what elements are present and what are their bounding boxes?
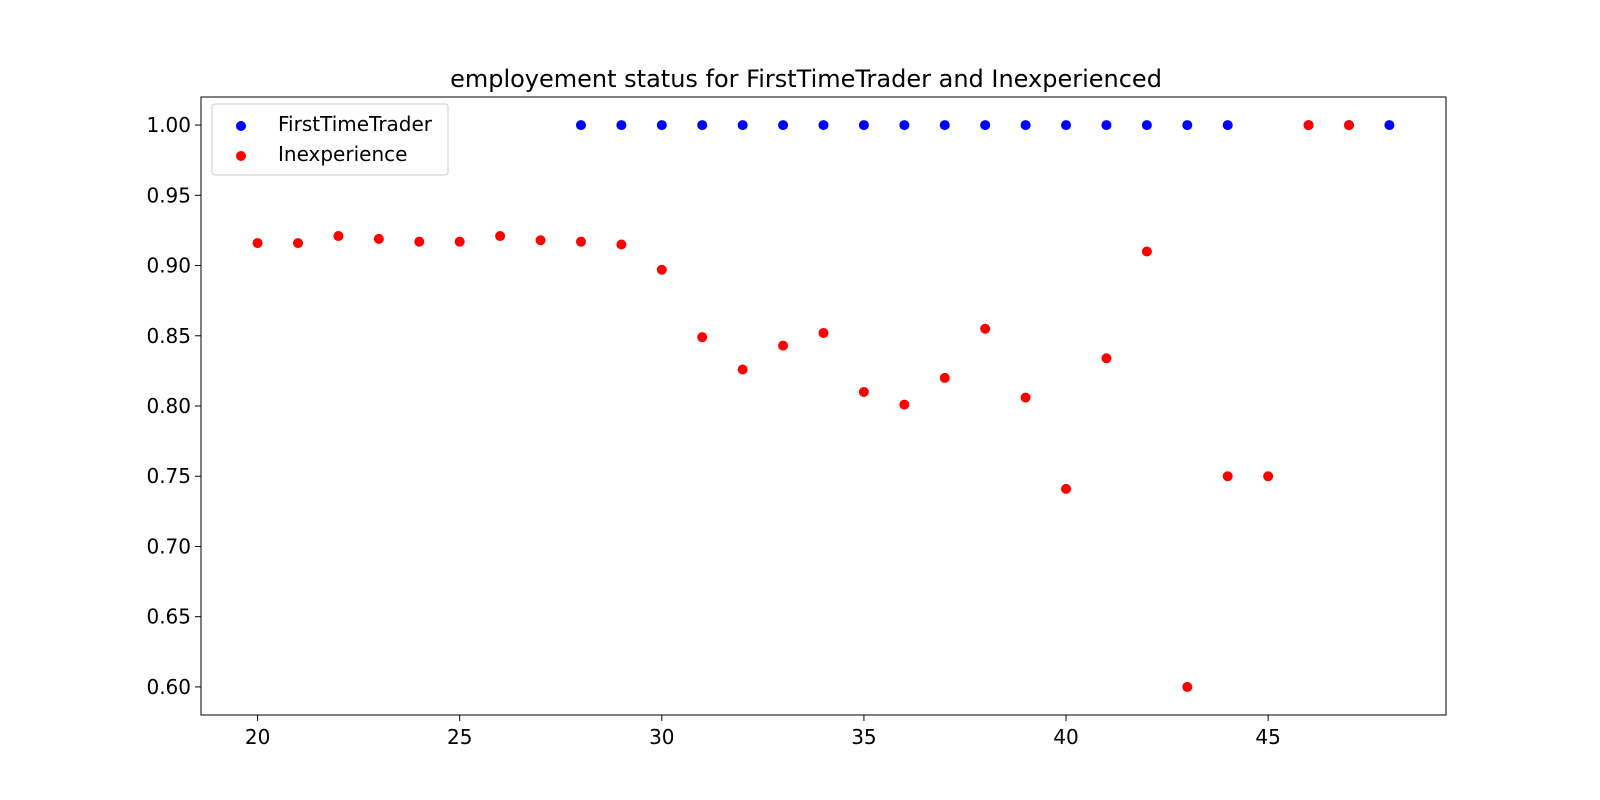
point-firsttimetrader	[939, 120, 950, 131]
y-tick-label: 0.60	[146, 675, 191, 699]
x-tick-label: 30	[649, 725, 674, 749]
data-points	[252, 120, 1395, 692]
legend-label-inexperience: Inexperience	[278, 142, 407, 166]
point-firsttimetrader	[616, 120, 627, 131]
point-firsttimetrader	[778, 120, 789, 131]
y-tick-label: 0.65	[146, 605, 191, 629]
chart-title: employement status for FirstTimeTrader a…	[450, 65, 1162, 93]
point-inexperience	[495, 231, 506, 242]
point-inexperience	[737, 364, 748, 375]
point-inexperience	[778, 340, 789, 351]
point-inexperience	[1303, 120, 1314, 131]
point-inexperience	[1101, 353, 1112, 364]
point-inexperience	[980, 323, 991, 334]
y-tick-label: 0.90	[146, 254, 191, 278]
point-inexperience	[697, 332, 708, 343]
x-axis: 20 25 30 35 40 45	[245, 715, 1281, 749]
legend-marker-firsttimetrader	[236, 121, 246, 131]
point-inexperience	[1222, 471, 1233, 482]
point-inexperience	[899, 399, 910, 410]
point-firsttimetrader	[899, 120, 910, 131]
point-firsttimetrader	[1182, 120, 1193, 131]
point-inexperience	[575, 236, 586, 247]
x-tick-label: 35	[851, 725, 876, 749]
point-inexperience	[454, 236, 465, 247]
point-inexperience	[1263, 471, 1274, 482]
point-inexperience	[939, 372, 950, 383]
x-tick-label: 25	[447, 725, 472, 749]
point-firsttimetrader	[1061, 120, 1072, 131]
point-inexperience	[616, 239, 627, 250]
y-tick-label: 0.75	[146, 464, 191, 488]
point-inexperience	[414, 236, 425, 247]
x-tick-label: 20	[245, 725, 270, 749]
legend-box	[211, 103, 449, 176]
y-tick-label: 0.95	[146, 183, 191, 207]
point-inexperience	[1061, 483, 1072, 494]
point-inexperience	[1020, 392, 1031, 403]
point-inexperience	[1182, 681, 1193, 692]
y-tick-label: 0.70	[146, 534, 191, 558]
point-firsttimetrader	[1020, 120, 1031, 131]
y-tick-label: 0.85	[146, 324, 191, 348]
y-axis: 0.60 0.65 0.70 0.75 0.80 0.85 0.90 0.95 1.00	[146, 113, 201, 699]
point-firsttimetrader	[1141, 120, 1152, 131]
plot-area	[200, 96, 1447, 716]
point-firsttimetrader	[980, 120, 991, 131]
point-firsttimetrader	[818, 120, 829, 131]
legend: FirstTimeTrader Inexperience	[211, 103, 449, 176]
point-firsttimetrader	[1384, 120, 1395, 131]
x-tick-label: 40	[1053, 725, 1078, 749]
series-inexperience	[252, 120, 1354, 692]
point-inexperience	[858, 386, 869, 397]
y-tick-label: 1.00	[146, 113, 191, 137]
point-firsttimetrader	[858, 120, 869, 131]
legend-marker-inexperience	[236, 151, 246, 161]
point-inexperience	[535, 235, 546, 246]
point-inexperience	[1141, 246, 1152, 257]
point-inexperience	[293, 238, 304, 249]
point-firsttimetrader	[575, 120, 586, 131]
point-inexperience	[373, 233, 384, 244]
x-tick-label: 45	[1255, 725, 1280, 749]
point-firsttimetrader	[1101, 120, 1112, 131]
point-inexperience	[818, 327, 829, 338]
legend-label-firsttimetrader: FirstTimeTrader	[278, 112, 433, 136]
point-inexperience	[656, 264, 667, 275]
point-firsttimetrader	[737, 120, 748, 131]
y-tick-label: 0.80	[146, 394, 191, 418]
point-firsttimetrader	[1222, 120, 1233, 131]
point-firsttimetrader	[656, 120, 667, 131]
point-inexperience	[1343, 120, 1354, 131]
point-inexperience	[252, 238, 263, 249]
point-firsttimetrader	[697, 120, 708, 131]
point-inexperience	[333, 231, 344, 242]
